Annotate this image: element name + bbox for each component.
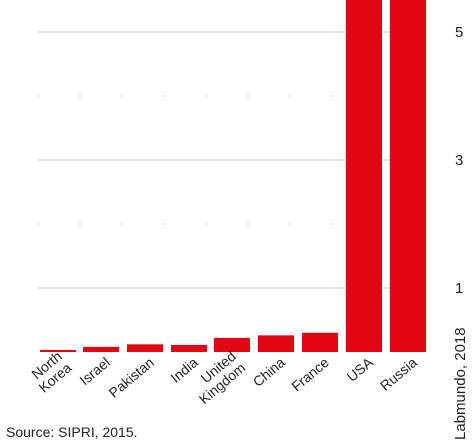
category-label: NorthKorea	[26, 348, 75, 396]
category-label: Russia	[377, 354, 420, 394]
category-label-line: France	[288, 354, 332, 394]
category-label-line: China	[250, 354, 288, 390]
bar	[302, 332, 338, 352]
bar	[83, 346, 119, 352]
y-tick-label: 1	[455, 280, 463, 297]
category-label-line: India	[167, 354, 201, 386]
bars	[40, 0, 426, 352]
category-label-line: USA	[344, 354, 377, 385]
y-tick-label: 5	[455, 24, 463, 41]
category-label: UnitedKingdom	[186, 348, 248, 407]
category-label: Pakistan	[106, 354, 157, 401]
category-label-line: Israel	[76, 354, 113, 388]
category-label: India	[167, 354, 201, 386]
y-axis-tick-labels: 1 3 5	[455, 24, 463, 297]
y-tick-label: 3	[455, 152, 463, 169]
source-note: Source: SIPRI, 2015.	[6, 424, 138, 440]
bar	[214, 337, 250, 352]
bar	[40, 350, 76, 352]
category-label: China	[250, 354, 288, 390]
bar	[390, 0, 426, 352]
credit-label: Labmundo, 2018	[452, 327, 469, 440]
category-label: Israel	[76, 354, 113, 388]
bar	[258, 335, 294, 352]
category-label: France	[288, 354, 332, 394]
bar	[346, 0, 382, 352]
category-label-line: Pakistan	[106, 354, 157, 401]
bar	[127, 344, 163, 352]
bar	[171, 344, 207, 352]
category-label-line: Russia	[377, 354, 420, 394]
category-label: USA	[344, 354, 377, 385]
